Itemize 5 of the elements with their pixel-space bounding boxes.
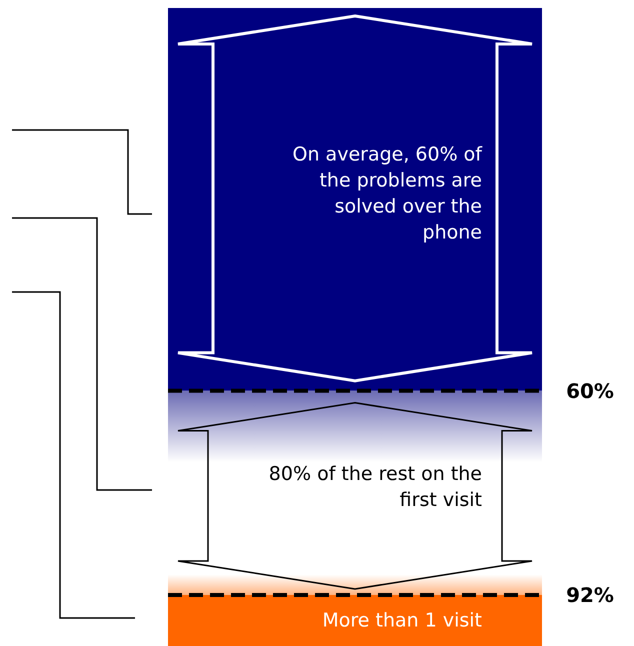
annotation: On average, 60% of the problems are solved over the phone [292,143,484,244]
series-label: More than 1 visit [322,609,482,632]
ref-line-label: 60% [566,378,614,403]
ref-line-label: 92% [566,582,614,607]
annotation: 80% of the rest on the first visit [268,462,482,511]
